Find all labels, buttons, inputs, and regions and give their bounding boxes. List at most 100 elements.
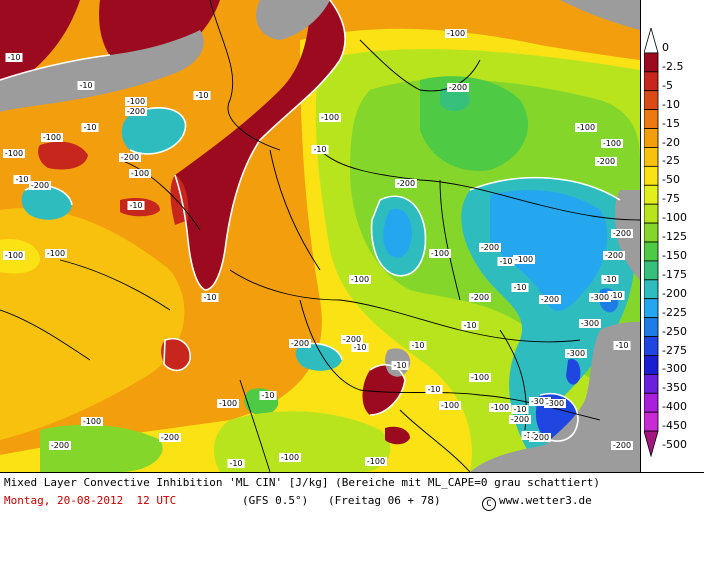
isoline-label: -10: [353, 343, 366, 352]
color-scale-swatch: [644, 109, 659, 129]
color-scale-bar: [644, 28, 659, 458]
color-scale-label: -2.5: [662, 59, 684, 73]
isoline-label: -200: [291, 339, 309, 348]
color-scale-swatch: [644, 355, 659, 375]
color-scale-swatch: [644, 90, 659, 111]
isoline-label-bg: [445, 29, 467, 38]
isoline-label: -100: [515, 255, 533, 264]
isoline-label-bg: [425, 385, 443, 394]
isoline-label-bg: [125, 107, 147, 116]
color-scale-swatch: [644, 241, 659, 262]
copyright-icon: C: [482, 497, 496, 511]
cin-map: -10 -10 -10 -10 -10 -10 -10 -10 -10 -10 -10 -10 -10-…: [0, 0, 641, 472]
isoline-label-bg: [529, 433, 551, 442]
isoline-label-bg: [45, 249, 67, 258]
model-run: (Freitag 06 + 78): [328, 494, 441, 507]
isoline-label: -100: [43, 133, 61, 142]
color-scale-swatch: [644, 430, 659, 458]
isoline-labels: -10-10-10-10-10-10-10-10-10-10-10-10-10-…: [3, 29, 633, 468]
isoline-label: -10: [203, 293, 216, 302]
isoline-label-bg: [497, 257, 515, 266]
isoline-label: -10: [411, 341, 424, 350]
isoline-label-bg: [391, 361, 409, 370]
isoline-label: -100: [351, 275, 369, 284]
isoline-label: -100: [83, 417, 101, 426]
isoline-label: -200: [51, 441, 69, 450]
color-scale-label: -300: [662, 362, 687, 376]
isoline-label-bg: [193, 91, 211, 100]
isoline-label-bg: [513, 255, 535, 264]
isoline-label: -100: [127, 97, 145, 106]
isoline-label: -100: [491, 403, 509, 412]
color-scale-swatch: [644, 411, 659, 432]
isoline-label: -300: [581, 319, 599, 328]
color-scale-label: -125: [662, 230, 687, 244]
isoline-label: -100: [577, 123, 595, 132]
isoline-label-bg: [601, 275, 619, 284]
color-scale-label: -225: [662, 305, 687, 319]
isoline-label-bg: [127, 201, 145, 210]
caption-info-row: Montag, 20-08-2012 12 UTC (GFS 0.5°) (Fr…: [4, 494, 644, 511]
isoline-label: -200: [31, 181, 49, 190]
isoline-label-bg: [77, 81, 95, 90]
isoline-label-bg: [319, 113, 341, 122]
color-scale-label: -500: [662, 438, 687, 452]
isoline-label-bg: [611, 441, 633, 450]
isoline-label-bg: [3, 251, 25, 260]
isoline-label-bg: [589, 293, 611, 302]
color-scale-label: -175: [662, 267, 687, 281]
color-scale-swatch: [644, 184, 659, 205]
isoline-label-bg: [429, 249, 451, 258]
isoline-label-bg: [511, 405, 529, 414]
isoline-label-bg: [409, 341, 427, 350]
isoline-label-bg: [447, 83, 469, 92]
isoline-label: -100: [219, 399, 237, 408]
isoline-label-bg: [81, 417, 103, 426]
isoline-label-bg: [489, 403, 511, 412]
isoline-label: -200: [613, 441, 631, 450]
isoline-label-bg: [544, 399, 566, 408]
isoline-label-bg: [29, 181, 51, 190]
isoline-label: -300: [546, 399, 564, 408]
isoline-label: -100: [367, 457, 385, 466]
isoline-label: -10: [609, 291, 622, 300]
isoline-label: -100: [281, 453, 299, 462]
color-scale-label: -20: [662, 135, 680, 149]
isoline-label-bg: [395, 179, 417, 188]
isoline-label-bg: [119, 153, 141, 162]
copyright-text: www.wetter3.de: [499, 494, 592, 507]
isoline-label-bg: [349, 275, 371, 284]
color-scale-swatch: [644, 222, 659, 243]
isoline-label-bg: [13, 175, 31, 184]
color-scale-swatch: [644, 52, 659, 73]
color-scale-label: -275: [662, 343, 687, 357]
cin-map-canvas: -10-10-10-10-10-10-10-10-10-10-10-10-10-…: [0, 0, 640, 472]
color-scale-swatch: [644, 317, 659, 337]
isoline-label-bg: [611, 229, 633, 238]
isoline-label: -10: [603, 275, 616, 284]
color-scale-swatch: [644, 28, 659, 54]
isoline-label: -300: [531, 397, 549, 406]
isoline-label-bg: [603, 251, 625, 260]
isoline-label-bg: [3, 149, 25, 158]
color-scale-label: -15: [662, 116, 680, 130]
color-scale-label: -200: [662, 286, 687, 300]
isoline-label: -10: [195, 91, 208, 100]
isoline-label-bg: [539, 295, 561, 304]
isoline-label-bg: [129, 169, 151, 178]
isoline-label: -300: [567, 349, 585, 358]
isoline-label: -10: [313, 145, 326, 154]
isoline-label: -200: [605, 251, 623, 260]
isoline-label: -100: [431, 249, 449, 258]
isoline-label-bg: [5, 53, 23, 62]
isoline-label: -300: [591, 293, 609, 302]
color-scale-label: -5: [662, 78, 673, 92]
isoline-label: -10: [615, 341, 628, 350]
isoline-label: -200: [449, 83, 467, 92]
color-scale-swatch: [644, 392, 659, 413]
isoline-label-bg: [601, 139, 623, 148]
isoline-label-bg: [259, 391, 277, 400]
isoline-label: -100: [131, 169, 149, 178]
isoline-label: -100: [441, 401, 459, 410]
color-scale-label: -450: [662, 419, 687, 433]
